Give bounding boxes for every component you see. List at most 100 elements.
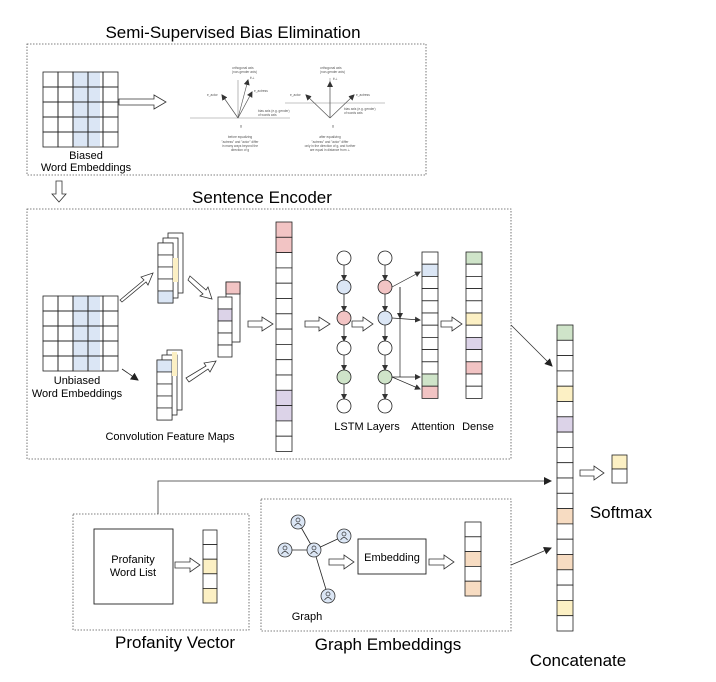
concatenated-cell (556, 615, 574, 632)
biased-label-line-2: Word Embeddings (41, 162, 132, 174)
feature-map-accent (172, 352, 177, 376)
attention-cell (421, 385, 439, 399)
softmax-cell (611, 468, 628, 484)
after-axis-right-1: bias axis (e.g. gender) (344, 107, 376, 111)
profanity-to-concat-line (157, 477, 552, 514)
concatenated-cell (556, 584, 574, 601)
after-axis-right-2: of words axis (344, 111, 363, 115)
sentence-encoder-box (26, 208, 512, 460)
flattened-cell (275, 343, 293, 361)
dense-cell (465, 263, 483, 277)
attention-cell (421, 288, 439, 302)
concatenated-cell (556, 508, 574, 525)
matrix-cell (57, 340, 74, 357)
attention-to-dense-arrow (440, 316, 463, 332)
pooled-cell (217, 308, 233, 322)
flattened-cell (275, 420, 293, 437)
user-body-icon (310, 551, 318, 555)
attention-cell (421, 251, 439, 265)
user-body-icon (281, 551, 289, 555)
dense-cell (465, 312, 483, 326)
conv-feature-maps-label: Convolution Feature Maps (105, 431, 235, 443)
before-axis-right-2: of words axis (258, 113, 277, 117)
before-equalizing-plot: orthogonal axis (non-gender axis) ē⊥ e_a… (190, 66, 290, 152)
flattened-cell (275, 374, 293, 391)
biased-highlight-column (73, 72, 100, 146)
matrix-cell (42, 131, 59, 148)
matrix-cell (102, 355, 119, 372)
after-caption-line-1: "actress" and "actor" differ (312, 140, 350, 144)
embedding-to-vector-arrow (428, 554, 455, 570)
biased-embedding-matrix (42, 71, 119, 148)
before-label-perp: ē⊥ (250, 76, 255, 80)
pooled-cell (217, 296, 233, 310)
before-axis-top-2: (non-gender axis) (232, 70, 257, 74)
concatenated-cell (556, 462, 574, 479)
flattened-cell (275, 313, 293, 330)
softmax-cell (611, 454, 628, 470)
unbiased-embedding-matrix (42, 295, 119, 372)
before-label-actress: e_actress (254, 89, 268, 93)
bias-elimination-box (26, 43, 427, 176)
flattened-cell (275, 389, 293, 406)
concatenated-cell (556, 324, 574, 341)
feature-map-cell (156, 383, 173, 397)
lstm-cell (377, 369, 393, 385)
after-label-actor: e_actor (290, 93, 302, 97)
flattened-cell (275, 328, 293, 345)
dense-cell (465, 288, 483, 302)
conv-feature-maps-upper (157, 232, 184, 304)
graph-to-concat-line (510, 547, 552, 566)
unbiased-label-line-1: Unbiased (54, 375, 100, 387)
matrix-cell (102, 71, 119, 88)
attention-cell (421, 324, 439, 338)
flattened-cell (275, 267, 293, 284)
before-caption-line-1: "actress" and "actor" differ (222, 140, 260, 144)
matrix-cell (102, 340, 119, 357)
before-label-actor: e_actor (207, 93, 219, 97)
concatenated-cell (556, 401, 574, 418)
concatenated-cell (556, 370, 574, 387)
flattened-cell (275, 405, 293, 422)
matrix-cell (42, 116, 59, 133)
before-axis-right-1: bias axis (e.g. gender) (258, 109, 290, 113)
attention-cell (421, 361, 439, 375)
matrix-cell (42, 355, 59, 372)
user-head-icon (325, 591, 331, 597)
graph-embedding-cell (464, 521, 482, 538)
matrix-cell (102, 116, 119, 133)
lstm-cell (336, 250, 352, 266)
unbiased-highlight-column (73, 296, 100, 370)
graph-edge (313, 549, 329, 597)
after-axis-top-2: (non-gender axis) (320, 70, 345, 74)
feature-map-cell (157, 266, 174, 280)
profanity-cell (202, 544, 218, 560)
softmax-label: Softmax (590, 503, 653, 522)
dense-cell (465, 324, 483, 338)
lstm-cell (336, 398, 352, 414)
lstm-cell (377, 279, 393, 295)
dense-cell (465, 361, 483, 375)
matrix-cell (57, 310, 74, 327)
dense-cell (465, 349, 483, 363)
user-head-icon (341, 531, 347, 537)
concatenated-cell (556, 538, 574, 555)
user-body-icon (324, 597, 332, 601)
matrix-cell (57, 355, 74, 372)
concatenated-cell (556, 492, 574, 509)
dense-cell (465, 336, 483, 350)
dense-cell (465, 251, 483, 265)
feature-map-cell (157, 278, 174, 292)
attention-cell (421, 336, 439, 350)
profanity-word-list-box (93, 528, 174, 605)
matrix-cell (57, 325, 74, 342)
graph-embedding-cell (464, 551, 482, 567)
before-label-g: g (240, 124, 242, 128)
biased-to-plots-arrow (118, 94, 167, 110)
concatenated-cell (556, 523, 574, 540)
pooled-cell (217, 344, 233, 358)
profanity-cell (202, 558, 218, 575)
dense-cell (465, 300, 483, 314)
attention-link (391, 376, 421, 390)
matrix-cell (102, 325, 119, 342)
